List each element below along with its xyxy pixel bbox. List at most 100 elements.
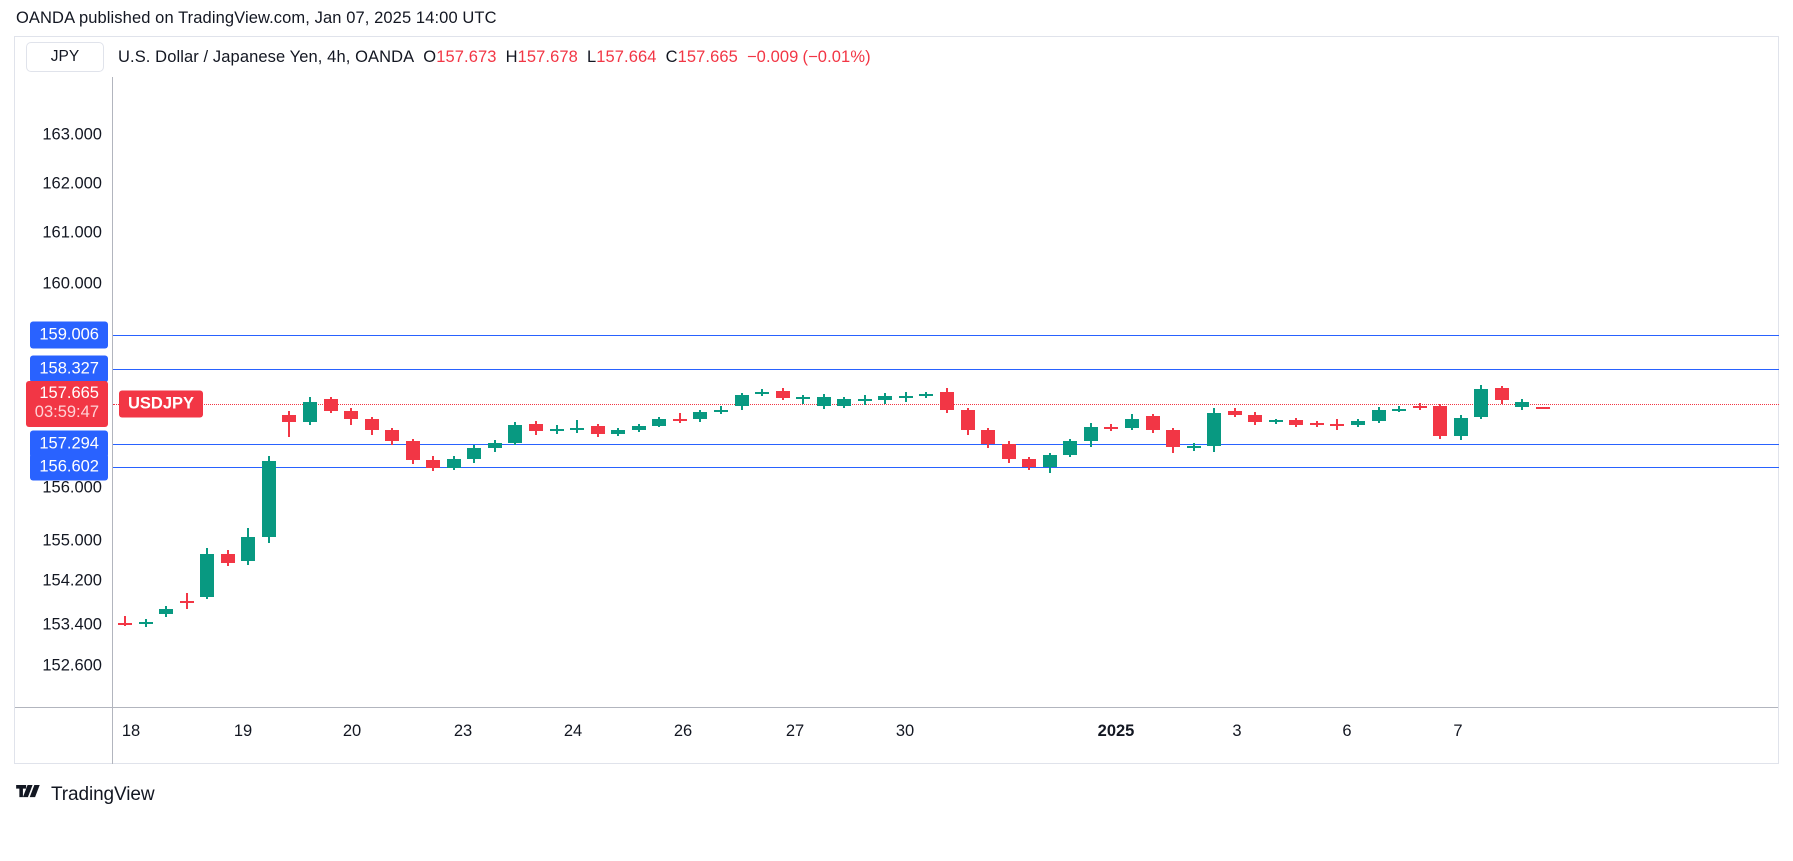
price-level-badge[interactable]: 159.006 <box>30 321 108 349</box>
candlestick[interactable] <box>1207 77 1222 764</box>
candlestick[interactable] <box>1535 77 1550 764</box>
candlestick[interactable] <box>1083 77 1098 764</box>
candlestick[interactable] <box>590 77 605 764</box>
price-axis-label: 156.000 <box>42 478 102 497</box>
candlestick[interactable] <box>611 77 626 764</box>
candlestick-wick <box>288 410 291 438</box>
plot-area[interactable]: USDJPY <box>113 77 1779 764</box>
tradingview-logo-icon <box>16 785 40 798</box>
candlestick[interactable] <box>508 77 523 764</box>
candlestick[interactable] <box>796 77 811 764</box>
chart-container[interactable]: JPY U.S. Dollar / Japanese Yen, 4h, OAND… <box>14 36 1779 764</box>
candlestick[interactable] <box>1330 77 1345 764</box>
candlestick[interactable] <box>282 77 297 764</box>
candlestick[interactable] <box>1494 77 1509 764</box>
candlestick[interactable] <box>898 77 913 764</box>
candlestick-body <box>1186 446 1201 449</box>
close-value: 157.665 <box>677 47 738 66</box>
candlestick[interactable] <box>1268 77 1283 764</box>
candlestick-body <box>755 392 770 395</box>
candlestick[interactable] <box>1022 77 1037 764</box>
price-level-badge[interactable]: 156.602 <box>30 453 108 481</box>
candlestick[interactable] <box>241 77 256 764</box>
candlestick-body <box>1022 458 1037 467</box>
candlestick[interactable] <box>118 77 132 764</box>
candlestick[interactable] <box>529 77 543 764</box>
candlestick[interactable] <box>713 77 728 764</box>
candlestick[interactable] <box>364 77 379 764</box>
symbol-tag[interactable]: USDJPY <box>119 390 204 418</box>
candlestick[interactable] <box>878 77 893 764</box>
candlestick[interactable] <box>1063 77 1078 764</box>
candlestick[interactable] <box>1392 77 1407 764</box>
candlestick[interactable] <box>1145 77 1160 764</box>
price-level-line[interactable] <box>113 369 1779 370</box>
candlestick[interactable] <box>631 77 646 764</box>
candlestick[interactable] <box>652 77 667 764</box>
candlestick[interactable] <box>1227 77 1242 764</box>
candlestick[interactable] <box>1351 77 1365 764</box>
candlestick[interactable] <box>179 77 194 764</box>
candlestick[interactable] <box>775 77 790 764</box>
candlestick[interactable] <box>837 77 852 764</box>
candlestick[interactable] <box>1248 77 1263 764</box>
price-level-badge[interactable]: 158.327 <box>30 355 108 383</box>
candlestick[interactable] <box>570 77 585 764</box>
candlestick[interactable] <box>1371 77 1386 764</box>
candlestick[interactable] <box>426 77 441 764</box>
candlestick[interactable] <box>549 77 564 764</box>
candlestick[interactable] <box>446 77 461 764</box>
candlestick[interactable] <box>1042 77 1057 764</box>
price-level-badge[interactable]: 157.294 <box>30 430 108 458</box>
candlestick[interactable] <box>672 77 687 764</box>
candlestick[interactable] <box>220 77 235 764</box>
tradingview-logo[interactable]: TradingView <box>16 784 155 806</box>
candlestick[interactable] <box>159 77 174 764</box>
candlestick[interactable] <box>857 77 872 764</box>
time-axis[interactable]: 18 19 20 23 24 26 27 30 2025 3 6 7 <box>113 708 1779 763</box>
candlestick[interactable] <box>261 77 276 764</box>
candlestick[interactable] <box>1433 77 1448 764</box>
candlestick[interactable] <box>1515 77 1530 764</box>
time-axis-label: 26 <box>673 722 693 740</box>
candlestick[interactable] <box>138 77 153 764</box>
candlestick[interactable] <box>200 77 215 764</box>
candlestick[interactable] <box>1166 77 1181 764</box>
candlestick-wick <box>124 615 126 627</box>
candlestick[interactable] <box>385 77 400 764</box>
price-level-line[interactable] <box>113 335 1779 336</box>
candlestick[interactable] <box>344 77 359 764</box>
candlestick[interactable] <box>1474 77 1489 764</box>
candlestick[interactable] <box>487 77 502 764</box>
price-level-line[interactable] <box>113 444 1779 445</box>
candlestick[interactable] <box>693 77 708 764</box>
candlestick[interactable] <box>405 77 420 764</box>
candlestick[interactable] <box>1124 77 1139 764</box>
current-price-badge[interactable]: 157.665 03:59:47 <box>25 381 108 427</box>
change-percent-value: (−0.01%) <box>802 47 871 66</box>
price-axis[interactable]: 163.000162.000161.000160.000158.000156.0… <box>15 77 112 764</box>
price-level-line[interactable] <box>113 467 1779 468</box>
candlestick[interactable] <box>919 77 934 764</box>
currency-badge[interactable]: JPY <box>26 42 104 72</box>
candlestick[interactable] <box>1001 77 1016 764</box>
candlestick[interactable] <box>1289 77 1304 764</box>
candlestick[interactable] <box>940 77 954 764</box>
candlestick[interactable] <box>1309 77 1324 764</box>
candlestick[interactable] <box>755 77 770 764</box>
candlestick[interactable] <box>1186 77 1201 764</box>
candlestick[interactable] <box>734 77 749 764</box>
price-axis-label: 152.600 <box>42 656 102 675</box>
candlestick[interactable] <box>302 77 317 764</box>
candlestick[interactable] <box>981 77 996 764</box>
candlestick-body <box>1083 427 1098 442</box>
candlestick[interactable] <box>1453 77 1468 764</box>
candlestick[interactable] <box>1104 77 1119 764</box>
candlestick[interactable] <box>467 77 482 764</box>
candlestick[interactable] <box>960 77 975 764</box>
time-axis-separator <box>15 707 1778 708</box>
candlestick[interactable] <box>323 77 338 764</box>
candlestick[interactable] <box>1412 77 1427 764</box>
candlestick[interactable] <box>816 77 831 764</box>
